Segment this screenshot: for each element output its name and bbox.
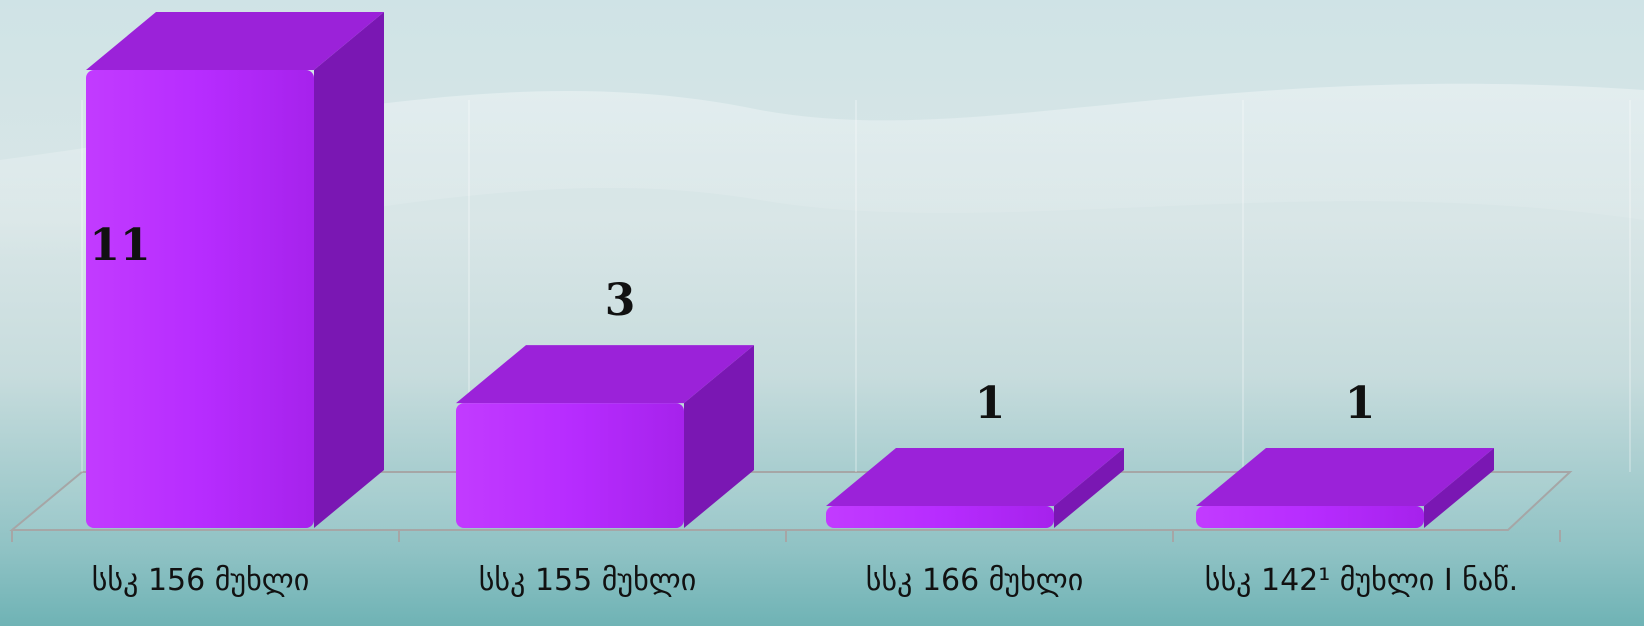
bar-side [1054, 448, 1124, 528]
data-label: 3 [605, 275, 636, 326]
category-label: სსკ 156 მუხლი [92, 563, 309, 598]
bar-side [1424, 448, 1494, 528]
background-wave [0, 83, 1644, 260]
bar-top [826, 448, 1124, 506]
bar-front [1196, 506, 1424, 528]
bar-top [1196, 448, 1494, 506]
bar-front [826, 506, 1054, 528]
bar-top [456, 345, 754, 404]
bar-4 [1196, 448, 1494, 528]
bar-side [314, 12, 384, 528]
floor-plane [9, 471, 1573, 531]
bar-side [684, 345, 754, 528]
bar-top [86, 12, 384, 70]
category-label: სსკ 166 მუხლი [866, 563, 1083, 598]
category-labels-group: სსკ 156 მუხლი სსკ 155 მუხლი სსკ 166 მუხლი ს… [92, 563, 1518, 598]
bar-1 [86, 12, 384, 528]
category-label: სსკ 142¹ მუხლი I ნაწ. [1205, 563, 1518, 598]
bars-group [86, 12, 1494, 528]
data-label: 1 [1345, 378, 1376, 429]
chart-floor [9, 100, 1631, 542]
bar-2 [456, 345, 754, 528]
data-label: 11 [89, 220, 150, 271]
category-label: სსკ 155 მუხლი [479, 563, 696, 598]
bar-front [456, 403, 684, 528]
bar-3 [826, 448, 1124, 528]
data-label: 1 [975, 378, 1006, 429]
bar-front [86, 70, 314, 528]
